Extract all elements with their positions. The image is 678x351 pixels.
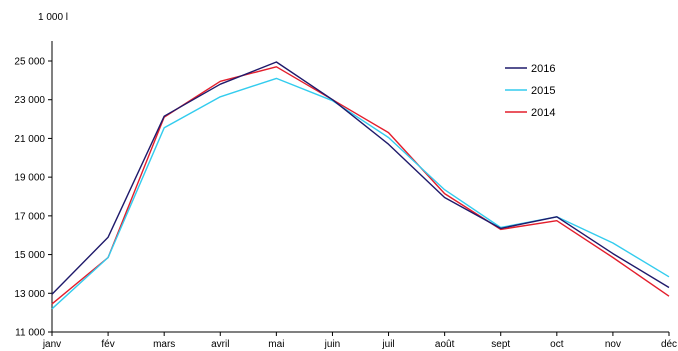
y-tick-label: 15 000 [14,250,45,261]
x-tick-label: janv [42,339,61,350]
series-line-2016 [51,61,670,295]
x-tick-label: août [435,339,455,350]
x-axis: janv fév mars avril mai juin juil août sept oct no… [42,331,677,350]
y-tick-label: 11 000 [15,328,45,339]
x-tick-label: avril [211,339,229,350]
x-tick-label: oct [550,339,564,350]
legend-label-2016: 2016 [531,63,555,75]
x-tick-label: fév [101,339,114,350]
legend-label-2015: 2015 [531,85,555,97]
series-lines [51,61,670,310]
y-tick-label: 23 000 [14,95,45,106]
y-tick-label: 19 000 [14,173,45,184]
series-line-2014 [51,66,670,305]
y-tick-label: 25 000 [14,57,45,68]
x-tick-label: mai [268,339,284,350]
x-tick-label: juil [381,339,394,350]
x-tick-label: déc [661,339,677,350]
x-tick-label: sept [491,339,510,350]
x-tick-label: nov [605,339,621,350]
y-axis: 11 000 13 000 15 000 17 000 19 000 21 000 23 0… [14,41,53,339]
y-tick-label: 21 000 [14,134,45,145]
legend-label-2014: 2014 [531,107,555,119]
y-tick-label: 13 000 [14,289,45,300]
series-line-2015 [51,77,670,310]
legend: 2016 2015 2014 [505,63,555,119]
y-unit-label: 1 000 l [38,12,68,23]
x-tick-label: mars [153,339,175,350]
y-tick-label: 17 000 [14,211,45,222]
x-tick-label: juin [324,339,341,350]
